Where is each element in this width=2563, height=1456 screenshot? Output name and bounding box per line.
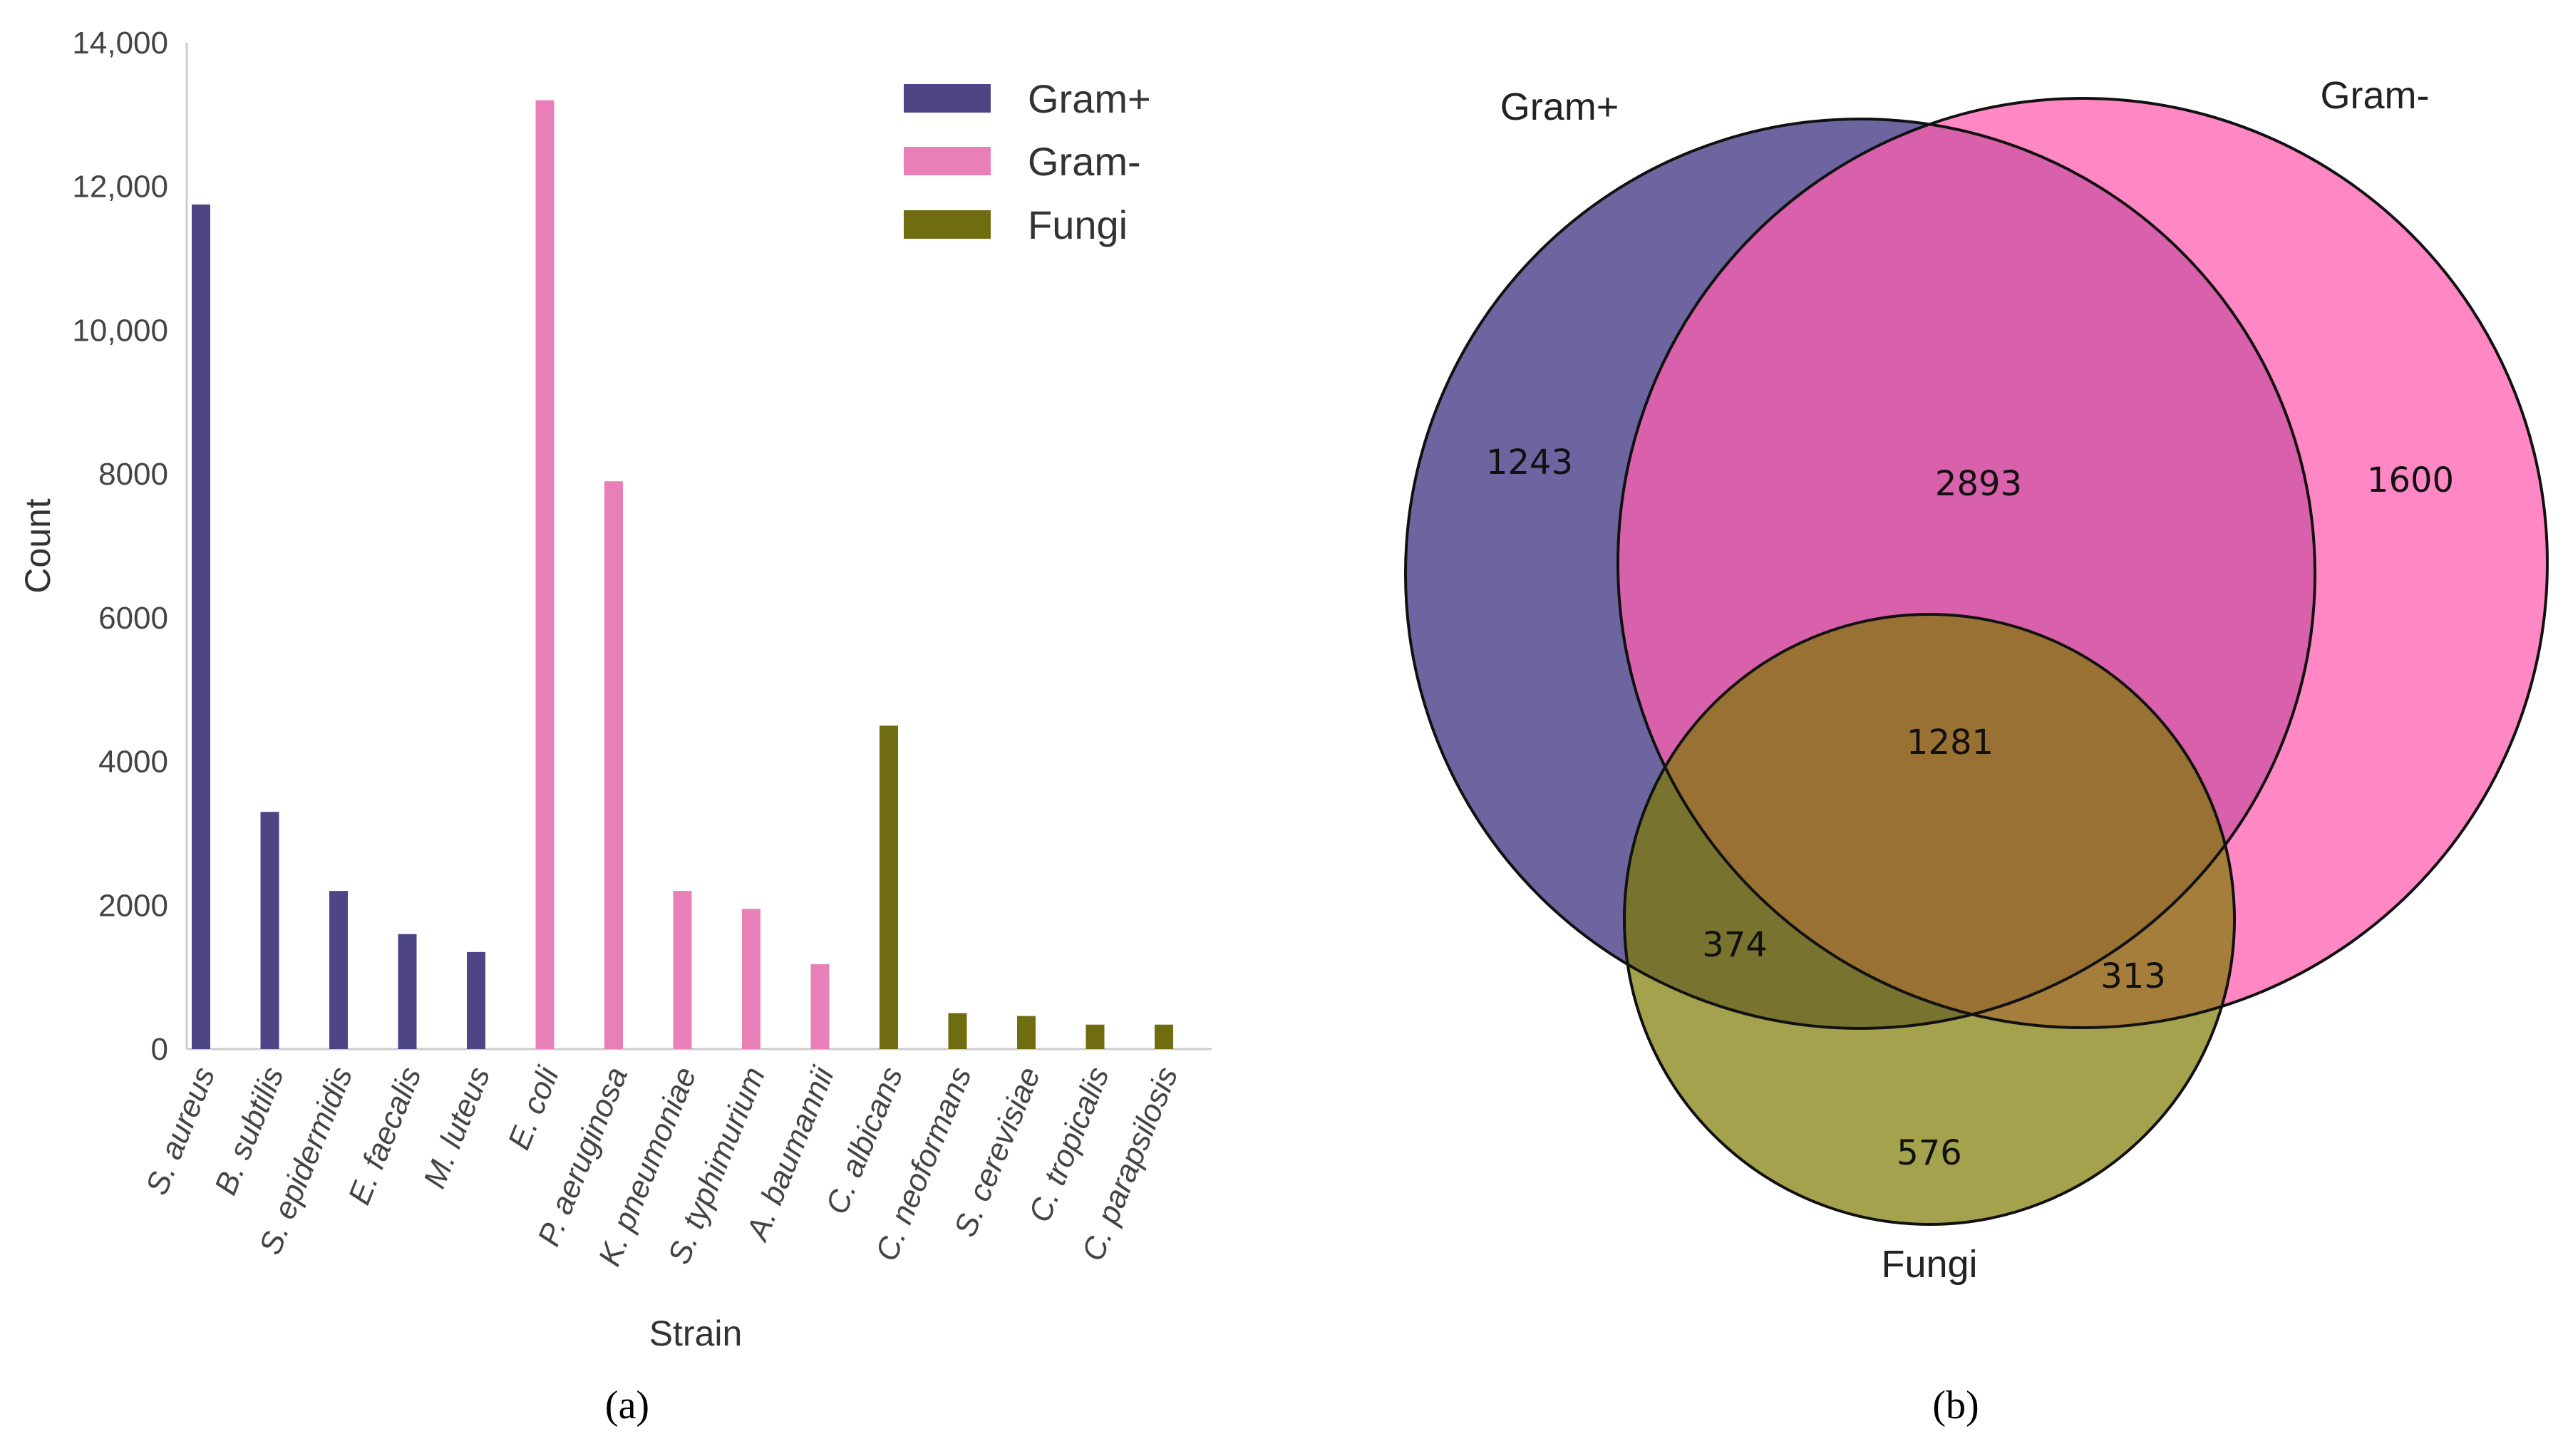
- venn-region-fungi-only: 576: [1897, 1133, 1962, 1173]
- y-tick-label: 8000: [98, 457, 168, 492]
- panel-label-a: (a): [605, 1383, 649, 1427]
- x-tick-label-m-luteus: M. luteus: [417, 1062, 497, 1193]
- bar-c-neoformans: [948, 1013, 967, 1049]
- x-axis-title: Strain: [649, 1313, 743, 1353]
- bar-chart: 0 2000 4000 6000 8000 10,000 12,000 14,000 S. a…: [18, 26, 1212, 1427]
- bar-a-baumannii: [810, 964, 830, 1049]
- legend-label-fungi: Fungi: [1028, 202, 1128, 247]
- bar-e-coli: [535, 100, 555, 1050]
- venn-set-label-gram-neg: Gram-: [2321, 74, 2430, 117]
- bar-e-faecalis: [398, 934, 417, 1049]
- y-tick-label: 10,000: [72, 313, 168, 348]
- bar-m-luteus: [467, 951, 485, 1049]
- venn-region-all-three: 1281: [1907, 723, 1994, 763]
- bar-s-epidermidis: [329, 891, 348, 1049]
- venn-outline-fungi: [1623, 613, 2236, 1226]
- bars: [192, 100, 1173, 1050]
- venn-fills: [1406, 98, 2547, 1224]
- y-axis-ticks: 0 2000 4000 6000 8000 10,000 12,000 14,000: [72, 26, 168, 1067]
- x-tick-label-e-coli: E. coli: [501, 1061, 566, 1155]
- bar-s-cerevisiae: [1017, 1016, 1036, 1049]
- y-axis-title: Count: [18, 498, 58, 594]
- y-tick-label: 2000: [98, 888, 168, 923]
- venn-outlines: [1404, 97, 2549, 1226]
- legend-label-gram-pos: Gram+: [1028, 76, 1151, 121]
- bar-c-albicans: [880, 726, 898, 1049]
- y-tick-label: 14,000: [72, 26, 168, 61]
- bar-s-typhimurium: [742, 909, 760, 1049]
- legend: Gram+ Gram- Fungi: [904, 76, 1151, 247]
- venn-diagram: Gram+ Gram- Fungi 1243 1600 2893 1281 37…: [1404, 74, 2549, 1427]
- bar-c-parapsilosis: [1155, 1024, 1173, 1049]
- y-tick-label: 6000: [98, 601, 168, 636]
- bar-b-subtilis: [260, 812, 279, 1049]
- venn-set-label-fungi: Fungi: [1881, 1243, 1977, 1286]
- bar-s-aureus: [192, 204, 210, 1049]
- venn-circle-fungi: [1624, 614, 2234, 1224]
- bar-c-tropicalis: [1085, 1024, 1105, 1049]
- legend-swatch-gram-pos: [904, 84, 991, 113]
- y-tick-label: 0: [151, 1032, 168, 1067]
- venn-outline-gram-pos: [1404, 118, 2316, 1030]
- venn-region-gram-pos-gram-neg: 2893: [1935, 464, 2022, 504]
- panel-label-b: (b): [1932, 1383, 1979, 1427]
- y-tick-label: 12,000: [72, 170, 168, 205]
- legend-swatch-fungi: [904, 210, 991, 239]
- x-tick-label-s-aureus: S. aureus: [139, 1062, 222, 1199]
- bar-p-aeruginosa: [604, 481, 623, 1049]
- venn-outline-gram-neg: [1616, 97, 2549, 1029]
- bar-k-pneumoniae: [673, 891, 692, 1049]
- legend-label-gram-neg: Gram-: [1028, 139, 1141, 184]
- venn-region-gram-pos-only: 1243: [1486, 443, 1573, 482]
- x-tick-label-b-subtilis: B. subtilis: [208, 1062, 291, 1199]
- venn-region-gram-neg-fungi: 313: [2100, 956, 2166, 996]
- legend-swatch-gram-neg: [904, 147, 991, 175]
- venn-region-gram-pos-fungi: 374: [1702, 925, 1768, 965]
- y-tick-label: 4000: [98, 745, 168, 780]
- venn-region-gram-neg-only: 1600: [2367, 460, 2454, 500]
- venn-set-label-gram-pos: Gram+: [1500, 86, 1619, 128]
